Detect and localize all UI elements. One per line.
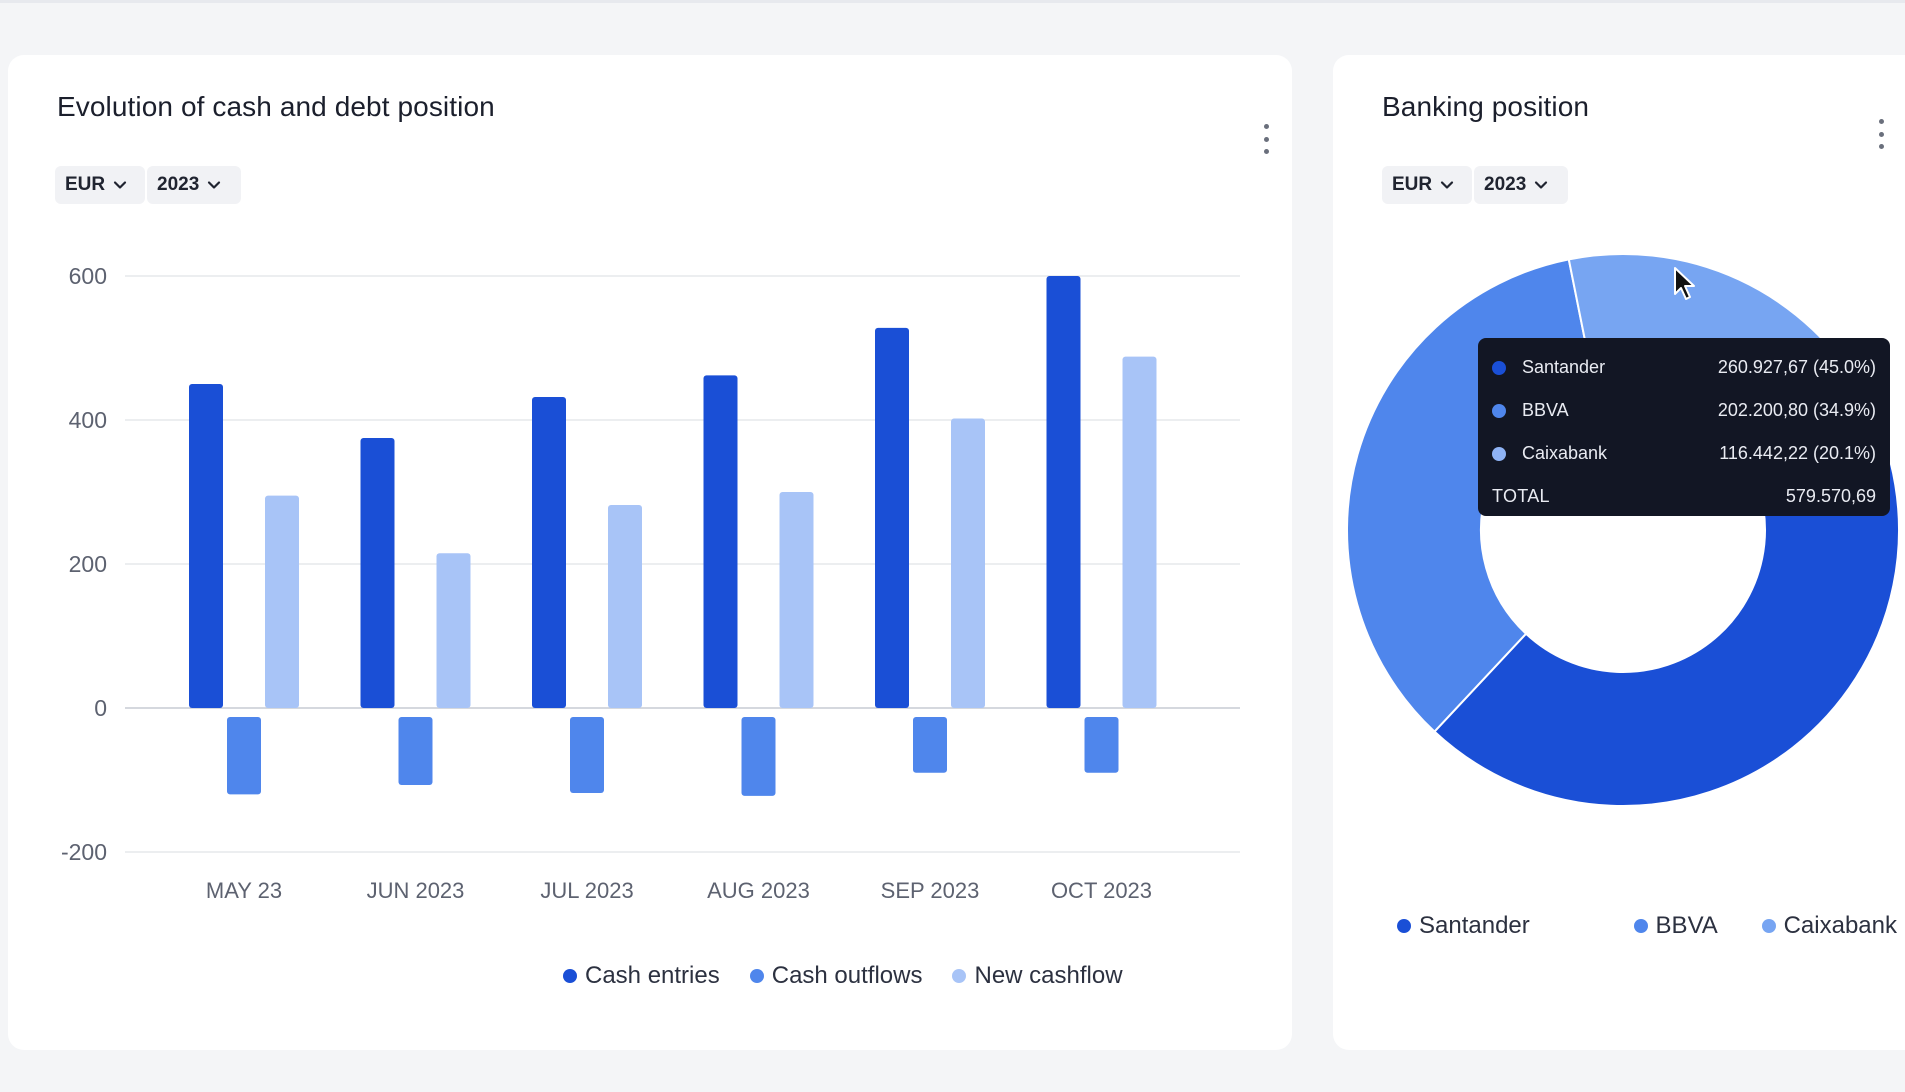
legend-dot xyxy=(952,969,967,983)
tooltip-total-value: 579.570,69 xyxy=(1785,486,1876,506)
legend-dot xyxy=(1761,919,1776,933)
donut-chart-legend: Santander BBVA Caixabank xyxy=(1397,912,1897,940)
tooltip-total-label: TOTAL xyxy=(1492,486,1550,506)
more-options-icon[interactable] xyxy=(1876,119,1886,149)
tooltip-label: Santander xyxy=(1522,357,1606,377)
legend-label: Cash entries xyxy=(585,962,720,989)
year-dropdown[interactable]: 2023 xyxy=(147,166,241,204)
legend-item-cash-entries[interactable]: Cash entries xyxy=(563,962,720,990)
tooltip-value: 116.442,22 (20.1%) xyxy=(1719,443,1876,463)
mouse-pointer-icon xyxy=(1674,267,1695,300)
tooltip-label: Caixabank xyxy=(1522,443,1608,463)
tooltip-row-caixabank: Caixabank 116.442,22 (20.1%) xyxy=(1492,432,1876,475)
more-options-icon[interactable] xyxy=(1261,124,1271,154)
legend-label: Caixabank xyxy=(1783,912,1897,939)
year-value: 2023 xyxy=(1484,174,1527,195)
legend-item-santander[interactable]: Santander xyxy=(1397,912,1530,940)
banking-position-card: Banking position EUR 2023 Santander BBVA… xyxy=(1333,55,1905,1050)
currency-value: EUR xyxy=(65,174,106,195)
chevron-down-icon xyxy=(208,181,221,189)
bar-chart-legend: Cash entries Cash outflows New cashflow xyxy=(563,962,1123,990)
tooltip-row-total: TOTAL 579.570,69 xyxy=(1492,475,1876,518)
legend-dot xyxy=(1397,919,1411,933)
legend-dot xyxy=(749,969,764,983)
chevron-down-icon xyxy=(114,181,127,189)
currency-dropdown[interactable]: EUR xyxy=(55,166,145,204)
tooltip-label: BBVA xyxy=(1522,400,1569,420)
card-title: Banking position xyxy=(1382,91,1590,122)
chevron-down-icon xyxy=(1535,181,1548,189)
legend-item-new-cashflow[interactable]: New cashflow xyxy=(952,962,1123,990)
donut-tooltip: Santander 260.927,67 (45.0%) BBVA 202.20… xyxy=(1478,338,1890,516)
legend-dot xyxy=(563,969,577,983)
card-title: Evolution of cash and debt position xyxy=(57,91,495,122)
legend-label: BBVA xyxy=(1655,912,1718,939)
legend-item-bbva[interactable]: BBVA xyxy=(1633,912,1718,940)
tooltip-value: 260.927,67 (45.0%) xyxy=(1717,357,1876,377)
chevron-down-icon xyxy=(1441,181,1454,189)
legend-label: Cash outflows xyxy=(771,962,923,989)
tooltip-row-bbva: BBVA 202.200,80 (34.9%) xyxy=(1492,389,1876,432)
year-value: 2023 xyxy=(157,174,200,195)
tooltip-dot xyxy=(1492,446,1506,461)
currency-value: EUR xyxy=(1392,174,1433,195)
legend-label: Santander xyxy=(1419,912,1530,939)
tooltip-dot xyxy=(1492,403,1506,418)
legend-dot xyxy=(1633,919,1648,933)
top-divider xyxy=(0,0,1905,3)
tooltip-dot xyxy=(1492,360,1506,375)
legend-item-caixabank[interactable]: Caixabank xyxy=(1761,912,1897,940)
tooltip-value: 202.200,80 (34.9%) xyxy=(1717,400,1876,420)
legend-item-cash-outflows[interactable]: Cash outflows xyxy=(749,962,923,990)
currency-dropdown[interactable]: EUR xyxy=(1382,166,1472,204)
year-dropdown[interactable]: 2023 xyxy=(1474,166,1568,204)
legend-label: New cashflow xyxy=(974,962,1123,989)
tooltip-row-santander: Santander 260.927,67 (45.0%) xyxy=(1492,346,1876,389)
